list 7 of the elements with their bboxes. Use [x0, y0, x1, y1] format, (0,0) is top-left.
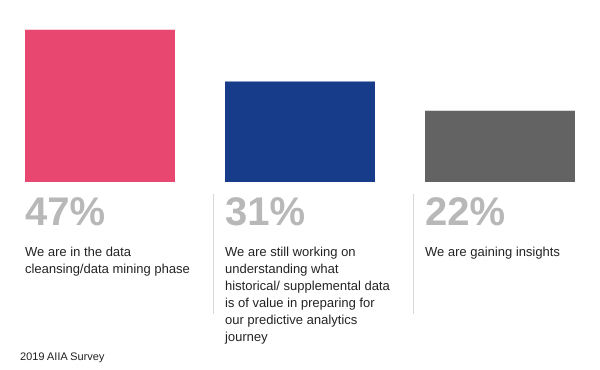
data-label: 47%: [25, 190, 106, 234]
text: 2019 AIIA Survey: [20, 351, 104, 363]
x-tick-label: We are in the data cleansing/data mining phase: [25, 244, 190, 276]
x-tick-label: We are gaining insights: [425, 244, 560, 260]
x-tick-label: We are still working on understanding what historical/ supplemental data is of value in preparing for our predictive analytics journey: [224, 244, 391, 344]
data-label: 31%: [225, 190, 306, 234]
data-label: 22%: [425, 190, 506, 234]
